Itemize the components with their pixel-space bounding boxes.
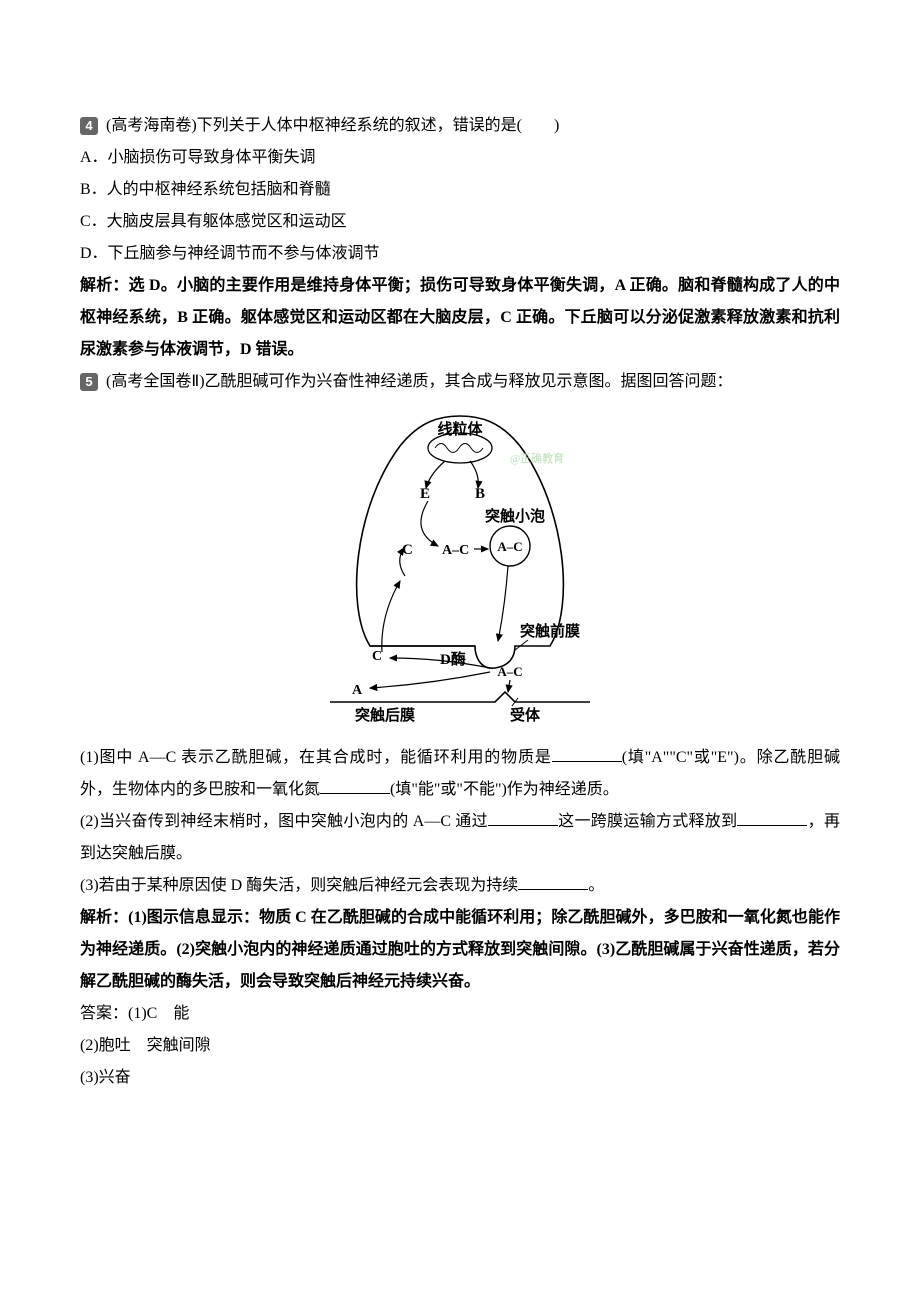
label-c-lower: C [372,649,382,664]
q5-sub2a: (2)当兴奋传到神经末梢时，图中突触小泡内的 A—C 通过 [80,813,488,830]
label-ac-released: A–C [497,664,522,679]
q5-sub3: (3)若由于某种原因使 D 酶失活，则突触后神经元会表现为持续 。 [80,870,840,902]
label-presynaptic-membrane: 突触前膜 [520,622,580,640]
label-a: A [352,683,363,698]
blank-3 [488,809,558,826]
q4-explanation: 解析：选 D。小脑的主要作用是维持身体平衡；损伤可导致身体平衡失调，A 正确。脑… [80,270,840,366]
label-c-upper: C [402,542,413,558]
label-ac-in-vesicle: A–C [497,539,522,554]
q5-sub1c: (填"能"或"不能")作为神经递质。 [390,781,619,798]
q4-option-c: C．大脑皮层具有躯体感觉区和运动区 [80,206,840,238]
synapse-diagram-svg: 线粒体 @正确教育 E B 突触小泡 A–C C A–C 突触前 [310,406,610,726]
label-b: B [475,486,485,502]
q4-option-d: D．下丘脑参与神经调节而不参与体液调节 [80,238,840,270]
q5-stem-line: 5 (高考全国卷Ⅱ)乙酰胆碱可作为兴奋性神经递质，其合成与释放见示意图。据图回答… [80,366,840,398]
blank-5 [518,873,588,890]
page-content: 4 (高考海南卷)下列关于人体中枢神经系统的叙述，错误的是( ) A．小脑损伤可… [0,0,920,1154]
q5-sub1: (1)图中 A—C 表示乙酰胆碱，在其合成时，能循环利用的物质是(填"A""C"… [80,742,840,806]
postsynaptic-membrane-line [330,692,590,702]
blank-2 [320,777,390,794]
q4-number-badge: 4 [80,117,98,135]
q5-stem: (高考全国卷Ⅱ)乙酰胆碱可作为兴奋性神经递质，其合成与释放见示意图。据图回答问题… [106,373,733,390]
q5-sub2b: 这一跨膜运输方式释放到 [558,813,738,830]
label-ac-free: A–C [442,543,469,558]
q5-sub2: (2)当兴奋传到神经末梢时，图中突触小泡内的 A—C 通过 这一跨膜运输方式释放到… [80,806,840,870]
label-mitochondrion: 线粒体 [437,420,483,438]
label-postsynaptic-membrane: 突触后膜 [355,706,415,724]
q4-option-a: A．小脑损伤可导致身体平衡失调 [80,142,840,174]
q5-explanation: 解析：(1)图示信息显示：物质 C 在乙酰胆碱的合成中能循环利用；除乙酰胆碱外，… [80,902,840,998]
q4-stem-line: 4 (高考海南卷)下列关于人体中枢神经系统的叙述，错误的是( ) [80,110,840,142]
q5-answer-2: (2)胞吐 突触间隙 [80,1030,840,1062]
label-vesicle: 突触小泡 [485,507,545,525]
q5-sub3b: 。 [588,877,604,894]
label-d-enzyme: D酶 [440,650,466,668]
q4-option-b: B．人的中枢神经系统包括脑和脊髓 [80,174,840,206]
blank-1 [552,745,622,762]
q5-answer-1: 答案：(1)C 能 [80,998,840,1030]
blank-4 [737,809,807,826]
watermark-text: @正确教育 [510,451,564,465]
label-e: E [420,486,430,502]
q5-sub1a: (1)图中 A—C 表示乙酰胆碱，在其合成时，能循环利用的物质是 [80,749,552,766]
q5-diagram: 线粒体 @正确教育 E B 突触小泡 A–C C A–C 突触前 [80,406,840,738]
q4-stem: (高考海南卷)下列关于人体中枢神经系统的叙述，错误的是( ) [106,117,559,134]
q5-sub3a: (3)若由于某种原因使 D 酶失活，则突触后神经元会表现为持续 [80,877,518,894]
q5-answer-3: (3)兴奋 [80,1062,840,1094]
q5-number-badge: 5 [80,373,98,391]
label-receptor: 受体 [510,706,541,724]
